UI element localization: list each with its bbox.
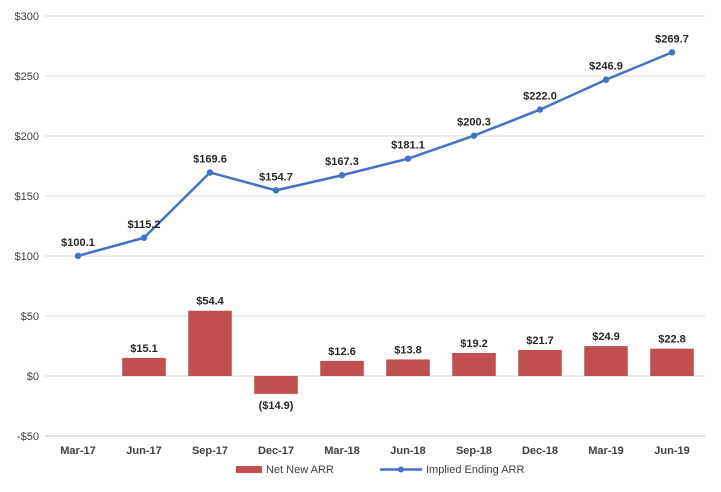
bar — [650, 348, 694, 376]
line-point — [602, 76, 610, 83]
bar-data-label: $13.8 — [394, 344, 422, 356]
y-tick-label: $50 — [21, 311, 39, 323]
legend-marker-implied-ending-arr — [398, 466, 404, 473]
y-tick-label: $200 — [15, 131, 39, 143]
line-point — [140, 234, 148, 241]
y-tick-label: $300 — [15, 11, 39, 23]
bar — [584, 346, 628, 376]
line-data-label: $167.3 — [325, 156, 359, 168]
line-point — [404, 155, 412, 162]
y-tick-label: $250 — [15, 71, 39, 83]
bar-data-label: $54.4 — [196, 296, 224, 308]
y-tick-label: $100 — [15, 251, 39, 263]
bar-data-label: $24.9 — [592, 331, 620, 343]
line-data-label: $222.0 — [523, 91, 557, 103]
line-data-label: $154.7 — [259, 171, 293, 183]
bar-data-label: $15.1 — [130, 343, 158, 355]
x-tick-label: Dec-17 — [258, 445, 294, 457]
bar — [122, 357, 166, 376]
legend-label-implied-ending-arr: Implied Ending ARR — [426, 464, 524, 476]
bar — [452, 352, 496, 376]
data-labels: $15.1 $54.4 ($14.9) $12.6 $13.8 $19.2 $21.7 $24… — [61, 33, 689, 412]
line-point — [206, 169, 214, 176]
line-point — [668, 49, 676, 56]
y-tick-label: $150 — [15, 191, 39, 203]
line-data-label: $200.3 — [457, 117, 491, 129]
x-tick-label: Sep-18 — [456, 445, 492, 457]
x-tick-label: Mar-19 — [588, 445, 623, 457]
legend-swatch-net-new-arr — [236, 466, 262, 473]
bar — [518, 349, 562, 376]
line-point — [536, 106, 544, 113]
x-tick-label: Sep-17 — [192, 445, 228, 457]
line-data-label: $181.1 — [391, 140, 425, 152]
x-axis: Mar-17 Jun-17 Sep-17 Dec-17 Mar-18 Jun-18 Sep-… — [45, 435, 705, 457]
bar — [254, 376, 298, 394]
bar-data-label: $21.7 — [526, 335, 554, 347]
line-data-label: $169.6 — [193, 153, 227, 165]
line-point — [272, 187, 280, 194]
bar-data-label: $12.6 — [328, 346, 356, 358]
bar — [320, 360, 364, 376]
series-line — [77, 51, 673, 258]
x-tick-label: Mar-18 — [324, 445, 359, 457]
x-tick-label: Mar-17 — [60, 445, 95, 457]
bar-series-net-new-arr — [122, 310, 694, 394]
x-tick-label: Jun-18 — [390, 445, 425, 457]
line-data-label: $269.7 — [655, 33, 689, 45]
line-series-implied-ending-arr — [74, 49, 676, 260]
bar — [188, 310, 232, 376]
bar — [386, 359, 430, 376]
y-tick-label: $0 — [27, 371, 39, 383]
line-data-label: $100.1 — [61, 237, 95, 249]
legend-label-net-new-arr: Net New ARR — [266, 464, 334, 476]
y-axis: -$50 $0 $50 $100 $150 $200 $250 $300 — [15, 11, 39, 443]
line-data-label: $246.9 — [589, 61, 623, 73]
y-tick-label: -$50 — [17, 431, 39, 443]
line-point — [338, 172, 346, 179]
line-point — [74, 252, 82, 260]
bar-data-label: ($14.9) — [259, 400, 294, 412]
bar-data-label: $22.8 — [658, 334, 686, 346]
legend: Net New ARR Implied Ending ARR — [236, 464, 524, 476]
bar-data-label: $19.2 — [460, 338, 488, 350]
x-tick-label: Jun-17 — [126, 445, 161, 457]
line-point — [470, 132, 478, 139]
x-tick-label: Dec-18 — [522, 445, 558, 457]
line-data-label: $115.2 — [127, 219, 160, 231]
x-tick-label: Jun-19 — [654, 445, 689, 457]
